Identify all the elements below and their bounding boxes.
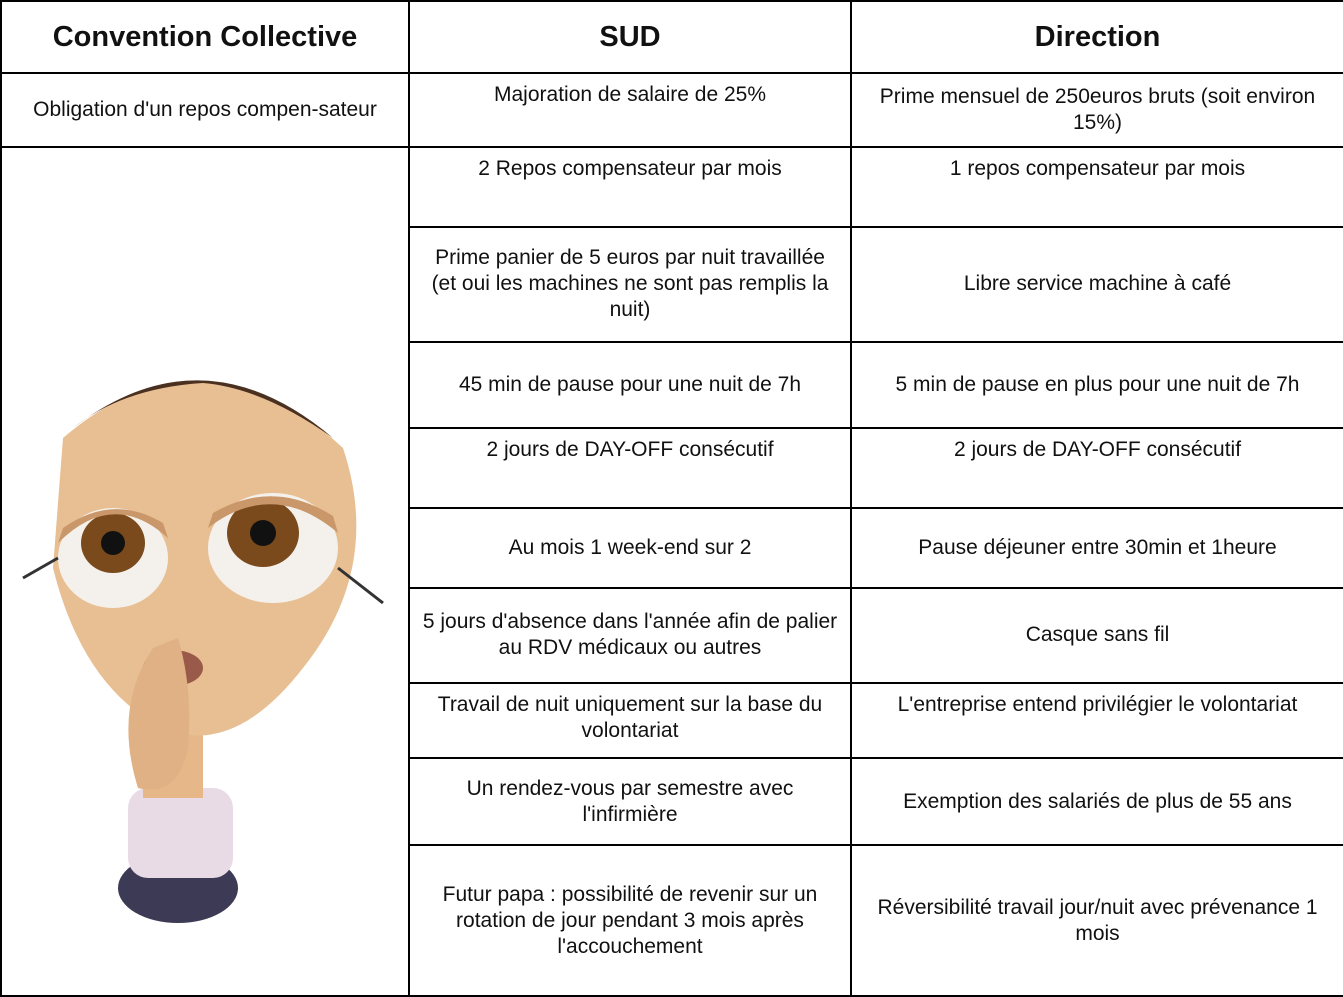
row: Obligation d'un repos compen-sateur Majo…: [0, 72, 1343, 148]
cell: Futur papa : possibilité de revenir sur …: [408, 844, 852, 997]
row: Un rendez-vous par semestre avec l'infir…: [1, 757, 1343, 847]
header-cell: SUD: [408, 0, 852, 74]
cell: Un rendez-vous par semestre avec l'infir…: [408, 757, 852, 847]
row: Futur papa : possibilité de revenir sur …: [1, 844, 1343, 997]
cell: 5 jours d'absence dans l'année afin de p…: [408, 586, 852, 684]
header-cell: Direction: [850, 0, 1343, 74]
cell: 5 min de pause en plus pour une nuit de …: [850, 340, 1343, 429]
header-cell: Convention Collective: [0, 0, 410, 74]
cell: Libre service machine à café: [850, 226, 1343, 343]
row: 2 jours de DAY-OFF consécutif 2 jours de …: [1, 426, 1343, 510]
cell: Casque sans fil: [850, 586, 1343, 684]
illustration-cell: [0, 146, 410, 997]
row: 5 jours d'absence dans l'année afin de p…: [1, 586, 1343, 684]
header-row: Convention Collective SUD Direction: [0, 0, 1343, 74]
row: Au mois 1 week-end sur 2 Pause déjeuner e…: [1, 507, 1343, 589]
cell: Exemption des salariés de plus de 55 ans: [850, 757, 1343, 847]
cell: Obligation d'un repos compen-sateur: [0, 72, 410, 148]
cell: 45 min de pause pour une nuit de 7h: [408, 340, 852, 429]
cell: Prime mensuel de 250euros bruts (soit en…: [850, 72, 1343, 148]
cell: Pause déjeuner entre 30min et 1heure: [850, 507, 1343, 589]
cell: 1 repos compensateur par mois: [850, 145, 1343, 229]
cell: Réversibilité travail jour/nuit avec pré…: [850, 844, 1343, 997]
cell: Au mois 1 week-end sur 2: [408, 507, 852, 589]
row: 2 Repos compensateur par mois 1 repos com…: [0, 145, 1343, 997]
cell: L'entreprise entend privilégier le volon…: [850, 681, 1343, 760]
cell: 2 jours de DAY-OFF consécutif: [850, 426, 1343, 510]
row: 45 min de pause pour une nuit de 7h 5 min…: [1, 340, 1343, 429]
cell: Majoration de salaire de 25%: [408, 72, 852, 148]
cartoon-illustration: [22, 380, 384, 923]
cell: 2 Repos compensateur par mois: [408, 145, 852, 229]
cell: Prime panier de 5 euros par nuit travail…: [408, 226, 852, 343]
cell: Travail de nuit uniquement sur la base d…: [408, 681, 852, 760]
row: Travail de nuit uniquement sur la base d…: [1, 681, 1343, 760]
cell: 2 jours de DAY-OFF consécutif: [408, 426, 852, 510]
